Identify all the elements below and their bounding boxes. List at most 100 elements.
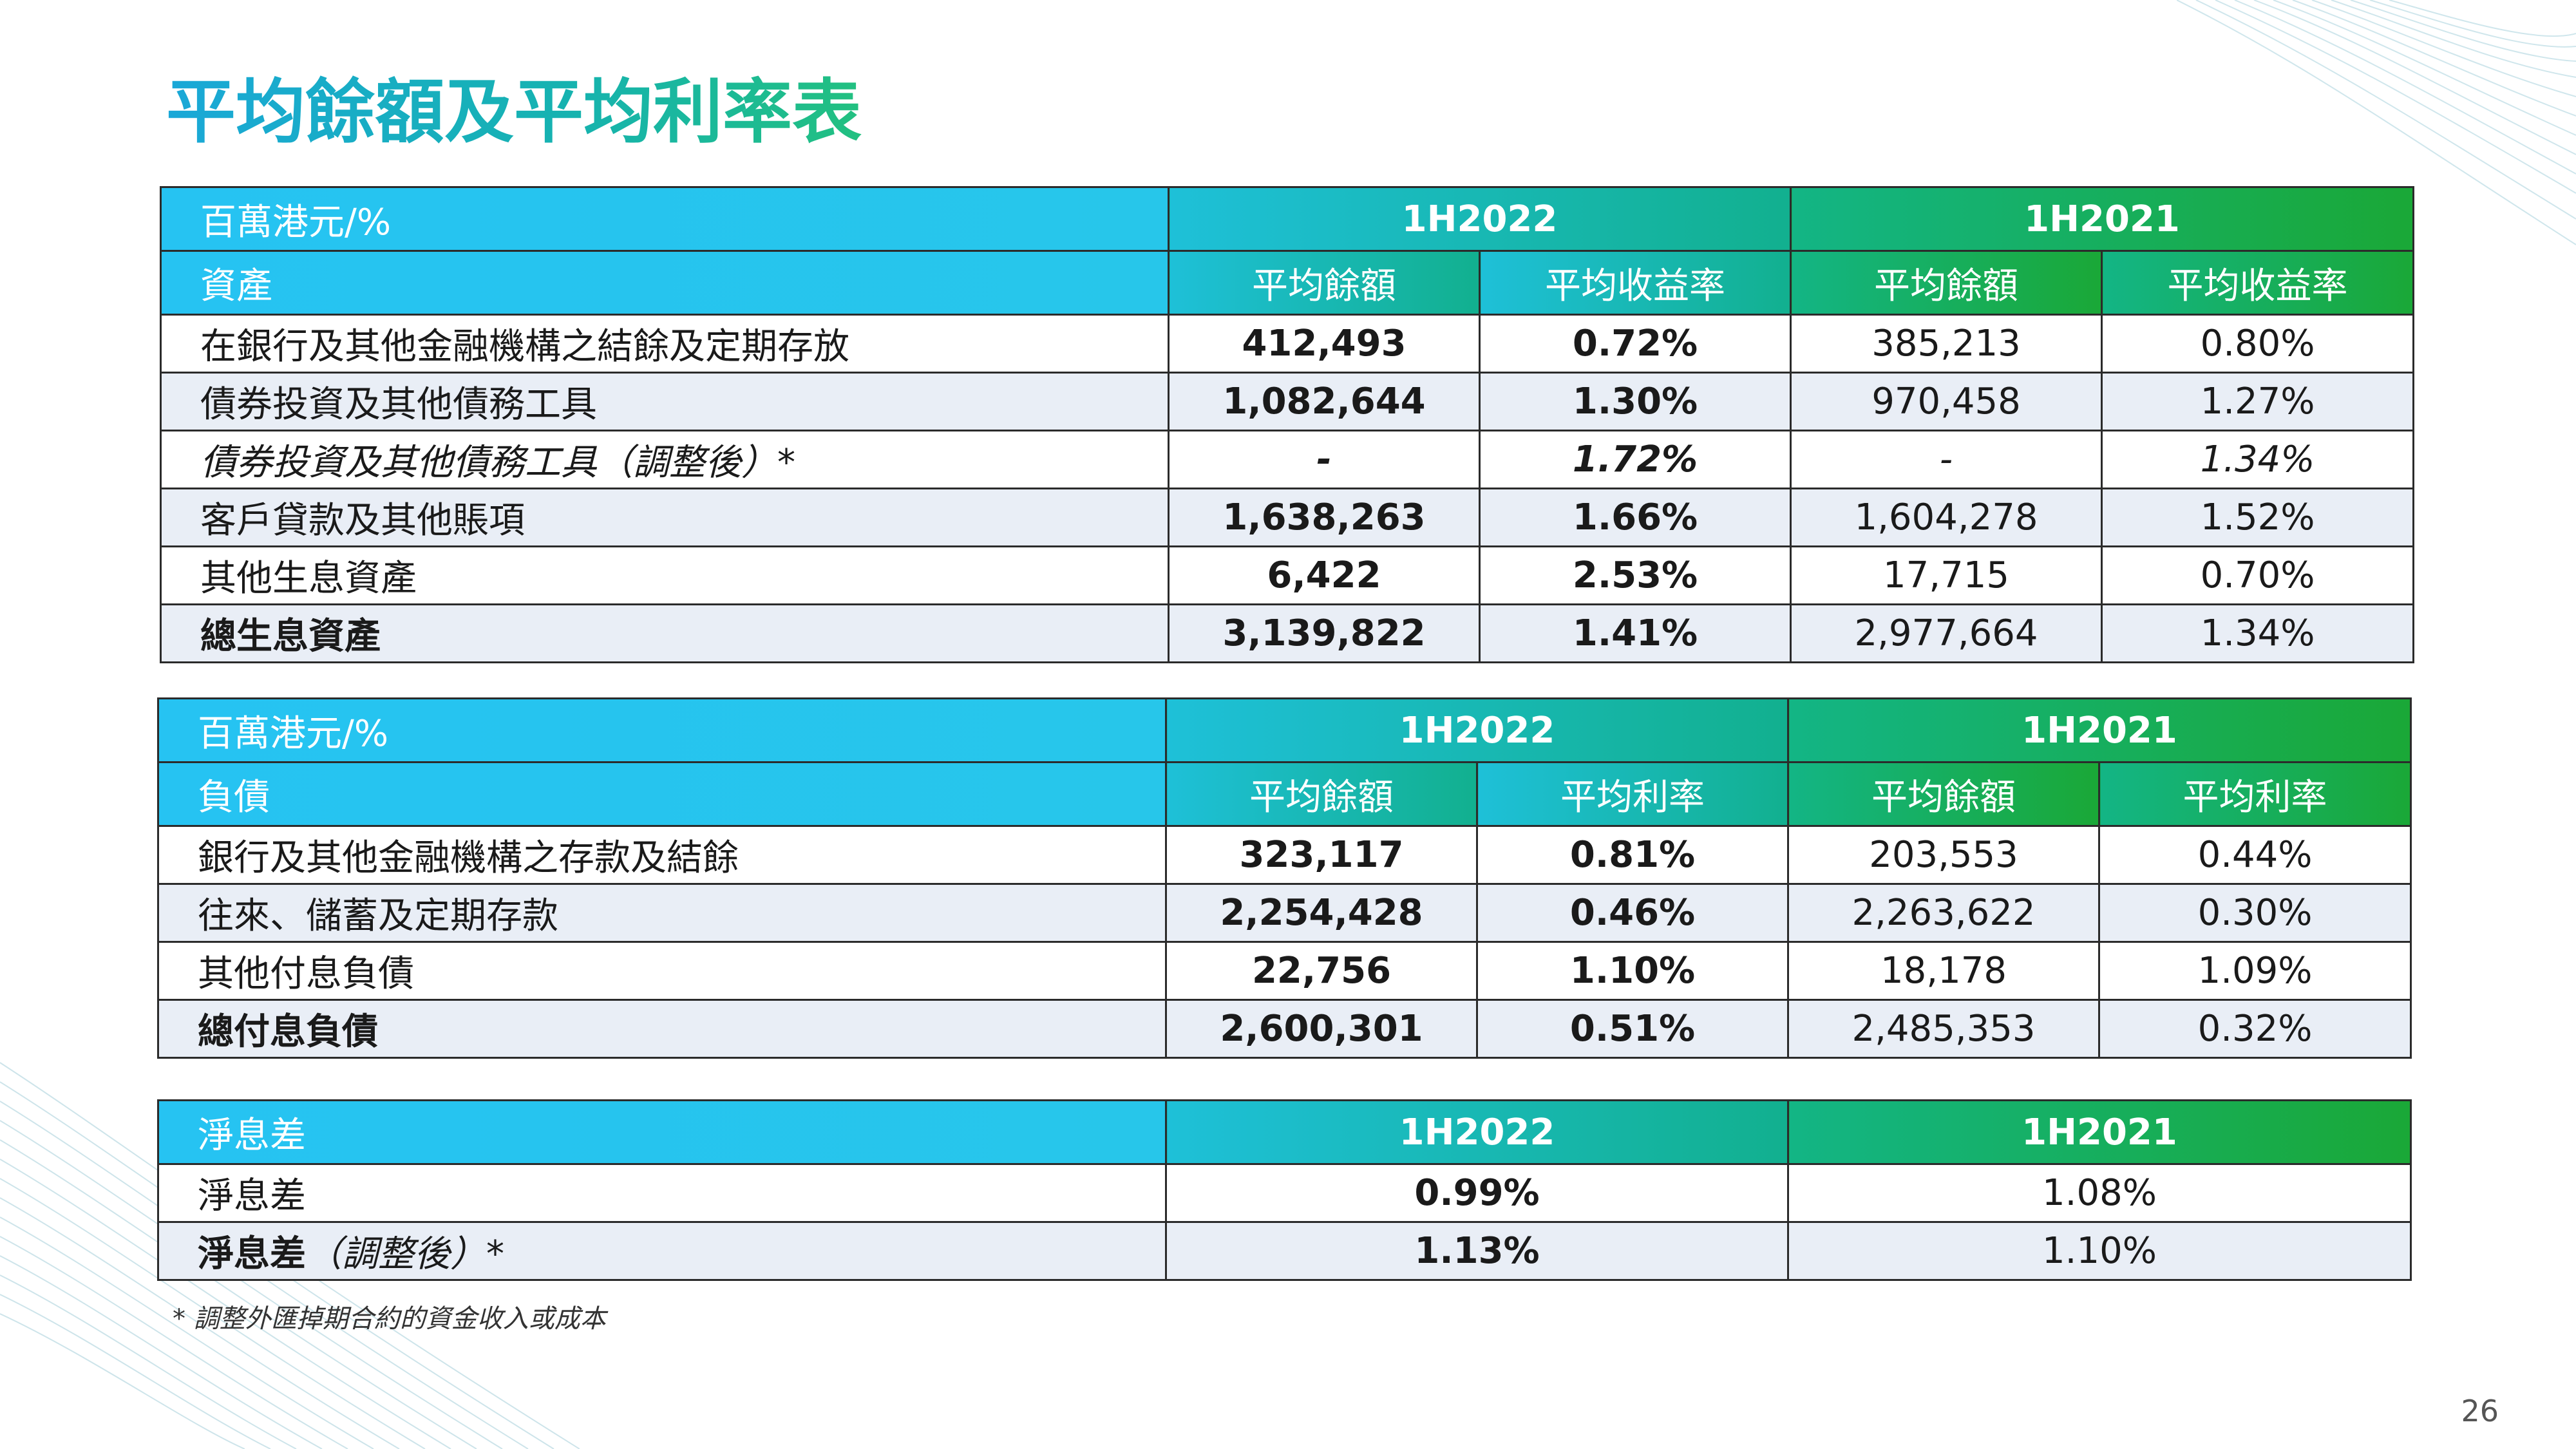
cell-rate-2021: 0.44% (2098, 825, 2412, 885)
nim-header-label: 淨息差 (157, 1099, 1167, 1165)
period-1h2022: 1H2022 (1165, 1099, 1789, 1165)
col-avg-balance-2022: 平均餘額 (1168, 250, 1481, 316)
col-avg-balance-2022: 平均餘額 (1165, 761, 1478, 827)
row-label: 其他付息負債 (157, 941, 1167, 1001)
cell-nim-adj-2021: 1.10% (1787, 1221, 2412, 1281)
liabilities-table: 百萬港元/% 1H2022 1H2021 負債 平均餘額 平均利率 平均餘額 平… (157, 697, 2412, 1059)
col-avg-rate-2022: 平均利率 (1475, 761, 1790, 827)
cell-bal-2021: 18,178 (1787, 941, 2101, 1001)
cell-rate-2021: 0.80% (2101, 314, 2415, 374)
cell-rate-2022: 1.66% (1478, 488, 1792, 547)
cell-rate-2021: 1.34% (2101, 603, 2415, 663)
nim-table: 淨息差 1H2022 1H2021 淨息差 0.99% 1.08% 淨息差（調整… (157, 1099, 2412, 1281)
col-avg-rate-2021: 平均利率 (2098, 761, 2412, 827)
cell-bal-2022: - (1168, 430, 1481, 489)
row-label-suffix: （調整後）* (306, 1233, 504, 1275)
table-header-row: 百萬港元/% 1H2022 1H2021 (160, 186, 2415, 252)
col-avg-yield-2022: 平均收益率 (1478, 250, 1792, 316)
cell-rate-2022: 0.72% (1478, 314, 1792, 374)
table-row: 在銀行及其他金融機構之結餘及定期存放 412,493 0.72% 385,213… (160, 314, 2415, 374)
cell-bal-2021: 970,458 (1790, 372, 2103, 431)
section-label-assets: 資產 (160, 250, 1170, 316)
page-number: 26 (2461, 1394, 2499, 1428)
table-subheader-row: 資產 平均餘額 平均收益率 平均餘額 平均收益率 (160, 250, 2415, 316)
col-avg-balance-2021: 平均餘額 (1790, 250, 2103, 316)
assets-table: 百萬港元/% 1H2022 1H2021 資產 平均餘額 平均收益率 平均餘額 … (160, 186, 2415, 663)
cell-rate-2021: 0.30% (2098, 883, 2412, 943)
cell-bal-2022: 2,254,428 (1165, 883, 1478, 943)
col-avg-yield-2021: 平均收益率 (2101, 250, 2415, 316)
row-label-main: 淨息差 (198, 1233, 306, 1275)
cell-rate-2021: 0.32% (2098, 999, 2412, 1059)
period-1h2022: 1H2022 (1164, 697, 1790, 763)
row-label: 客戶貸款及其他賬項 (160, 488, 1170, 547)
table-row: 客戶貸款及其他賬項 1,638,263 1.66% 1,604,278 1.52… (160, 488, 2415, 547)
row-label: 銀行及其他金融機構之存款及結餘 (157, 825, 1167, 885)
cell-rate-2021: 1.09% (2098, 941, 2412, 1001)
cell-bal-2022: 6,422 (1168, 545, 1481, 605)
row-label: 總生息資產 (160, 603, 1170, 663)
cell-rate-2022: 1.30% (1478, 372, 1792, 431)
cell-bal-2022: 2,600,301 (1165, 999, 1478, 1059)
cell-rate-2022: 0.51% (1475, 999, 1790, 1059)
row-label: 往來、儲蓄及定期存款 (157, 883, 1167, 943)
row-label: 在銀行及其他金融機構之結餘及定期存放 (160, 314, 1170, 374)
cell-rate-2022: 1.72% (1478, 430, 1792, 489)
cell-rate-2021: 1.52% (2101, 488, 2415, 547)
footnote: * 調整外匯掉期合約的資金收入或成本 (173, 1304, 606, 1334)
cell-bal-2021: 2,263,622 (1787, 883, 2101, 943)
cell-bal-2021: 2,977,664 (1790, 603, 2103, 663)
section-label-liabilities: 負債 (157, 761, 1167, 827)
cell-rate-2022: 2.53% (1478, 545, 1792, 605)
cell-bal-2021: 1,604,278 (1790, 488, 2103, 547)
cell-bal-2021: - (1790, 430, 2103, 489)
cell-rate-2022: 0.81% (1475, 825, 1790, 885)
cell-bal-2022: 22,756 (1165, 941, 1478, 1001)
page-title: 平均餘額及平均利率表 (166, 64, 862, 161)
table-row: 債券投資及其他債務工具 1,082,644 1.30% 970,458 1.27… (160, 372, 2415, 431)
table-row: 債券投資及其他債務工具（調整後）* - 1.72% - 1.34% (160, 430, 2415, 489)
col-avg-balance-2021: 平均餘額 (1787, 761, 2101, 827)
cell-bal-2021: 385,213 (1790, 314, 2103, 374)
cell-bal-2022: 412,493 (1168, 314, 1481, 374)
cell-nim-2021: 1.08% (1787, 1163, 2412, 1223)
table-row: 其他付息負債 22,756 1.10% 18,178 1.09% (157, 941, 2412, 1001)
cell-nim-2022: 0.99% (1165, 1163, 1789, 1223)
cell-bal-2022: 1,638,263 (1168, 488, 1481, 547)
cell-rate-2021: 0.70% (2101, 545, 2415, 605)
cell-bal-2022: 1,082,644 (1168, 372, 1481, 431)
table-row: 往來、儲蓄及定期存款 2,254,428 0.46% 2,263,622 0.3… (157, 883, 2412, 943)
cell-bal-2021: 2,485,353 (1787, 999, 2101, 1059)
table-row-total: 總生息資產 3,139,822 1.41% 2,977,664 1.34% (160, 603, 2415, 663)
cell-rate-2022: 0.46% (1475, 883, 1790, 943)
table-row: 淨息差 0.99% 1.08% (157, 1163, 2412, 1223)
period-1h2021: 1H2021 (1790, 186, 2415, 252)
table-row-total: 總付息負債 2,600,301 0.51% 2,485,353 0.32% (157, 999, 2412, 1059)
cell-bal-2022: 323,117 (1165, 825, 1478, 885)
row-label: 債券投資及其他債務工具（調整後）* (160, 430, 1170, 489)
table-subheader-row: 負債 平均餘額 平均利率 平均餘額 平均利率 (157, 761, 2412, 827)
period-1h2022: 1H2022 (1167, 186, 1792, 252)
row-label: 淨息差 (157, 1163, 1167, 1223)
table-row: 銀行及其他金融機構之存款及結餘 323,117 0.81% 203,553 0.… (157, 825, 2412, 885)
cell-bal-2022: 3,139,822 (1168, 603, 1481, 663)
row-label: 總付息負債 (157, 999, 1167, 1059)
period-1h2021: 1H2021 (1787, 697, 2412, 763)
table-header-row: 淨息差 1H2022 1H2021 (157, 1099, 2412, 1165)
table-row: 其他生息資產 6,422 2.53% 17,715 0.70% (160, 545, 2415, 605)
row-label: 其他生息資產 (160, 545, 1170, 605)
row-label: 債券投資及其他債務工具 (160, 372, 1170, 431)
cell-nim-adj-2022: 1.13% (1165, 1221, 1789, 1281)
cell-rate-2022: 1.41% (1478, 603, 1792, 663)
cell-bal-2021: 17,715 (1790, 545, 2103, 605)
row-label: 淨息差（調整後）* (157, 1221, 1167, 1281)
period-1h2021: 1H2021 (1787, 1099, 2412, 1165)
cell-rate-2022: 1.10% (1475, 941, 1790, 1001)
table-header-row: 百萬港元/% 1H2022 1H2021 (157, 697, 2412, 763)
cell-bal-2021: 203,553 (1787, 825, 2101, 885)
unit-label: 百萬港元/% (157, 697, 1167, 763)
cell-rate-2021: 1.27% (2101, 372, 2415, 431)
cell-rate-2021: 1.34% (2101, 430, 2415, 489)
table-row: 淨息差（調整後）* 1.13% 1.10% (157, 1221, 2412, 1281)
unit-label: 百萬港元/% (160, 186, 1170, 252)
